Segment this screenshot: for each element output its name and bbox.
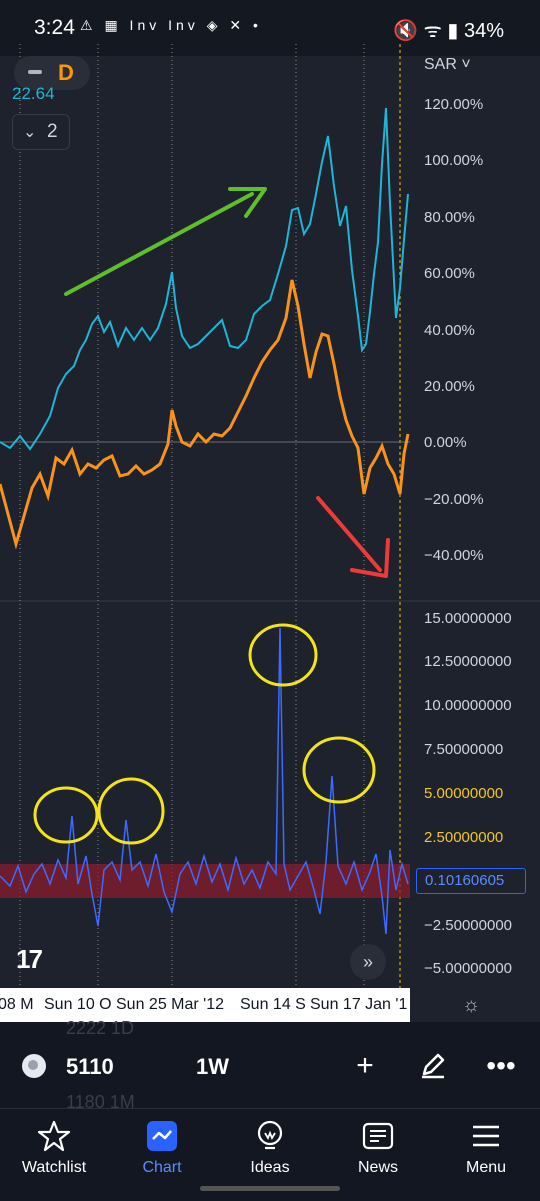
symbol-logo-icon xyxy=(22,1054,46,1078)
price-axis-label: −20.00% xyxy=(424,491,484,508)
osc-axis-label: 15.00000000 xyxy=(424,610,512,627)
chevron-down-icon: ˅ xyxy=(456,56,471,73)
tradingview-logo: 17 xyxy=(16,944,43,974)
status-bar: 3:24 ⚠ ▦ Inv Inv ◈ ✕ • 🔇 ᯤ ▮ 34% xyxy=(0,0,540,56)
legend-count: 2 xyxy=(47,121,58,142)
symbol-toolbar: 2222 1D 1180 1M 5110 1W + ••• xyxy=(0,1018,540,1112)
main-series-line xyxy=(0,107,409,451)
annotation-circles xyxy=(33,623,376,845)
scroll-ghost-top: 2222 1D xyxy=(66,1018,135,1038)
hamburger-icon xyxy=(473,1125,499,1147)
scroll-ghost-bottom: 1180 1M xyxy=(66,1092,135,1112)
status-time: 3:24 xyxy=(34,16,75,39)
time-scale[interactable]: 08 M Sun 10 O Sun 25 Mar '12 Sun 14 S Su… xyxy=(0,988,410,1022)
double-chevron-right-icon: » xyxy=(362,952,373,972)
osc-axis-label: 10.00000000 xyxy=(424,697,512,714)
nav-menu[interactable]: Menu xyxy=(432,1115,540,1195)
pane-separator xyxy=(0,600,540,602)
osc-axis-label: 7.50000000 xyxy=(424,741,504,758)
oscillator-line xyxy=(0,627,409,935)
currency-label: SAR xyxy=(424,56,457,73)
scroll-to-realtime-button[interactable]: » xyxy=(350,944,386,980)
nav-label: News xyxy=(357,1159,398,1176)
price-axis-label: 120.00% xyxy=(424,96,484,113)
notification-icons: ⚠ ▦ Inv Inv ◈ ✕ • xyxy=(80,17,262,33)
chart-icon xyxy=(147,1121,177,1151)
legend-collapse-button[interactable]: ⌄ 2 xyxy=(12,114,70,150)
chart-settings-gear-icon[interactable]: ☼ xyxy=(462,994,481,1016)
currency-selector[interactable]: SAR ˅ xyxy=(424,56,471,74)
time-label: Sun 10 O xyxy=(44,996,112,1013)
system-status: 🔇 ᯤ ▮ 34% xyxy=(393,20,504,42)
osc-axis-label: −5.00000000 xyxy=(424,960,513,977)
oscillator-value-badge: 0.10160605 xyxy=(416,868,526,894)
lightbulb-icon xyxy=(257,1120,283,1150)
minus-icon xyxy=(28,70,42,74)
osc-axis-label: 2.50000000 xyxy=(424,829,504,846)
time-gridlines xyxy=(19,44,365,988)
star-icon xyxy=(37,1120,71,1152)
price-axis-label: 80.00% xyxy=(424,209,475,226)
interval-selector[interactable]: 1W xyxy=(196,1054,229,1079)
price-axis-label: 60.00% xyxy=(424,265,475,282)
more-options-icon[interactable]: ••• xyxy=(486,1050,516,1081)
nav-ideas[interactable]: Ideas xyxy=(216,1115,324,1195)
osc-axis-label: 5.00000000 xyxy=(424,785,504,802)
pen-icon xyxy=(422,1053,445,1079)
oscillator-band xyxy=(0,864,410,898)
add-compare-plus-icon[interactable]: + xyxy=(356,1049,374,1082)
chevron-down-icon: ⌄ xyxy=(23,124,37,141)
compare-series-line xyxy=(0,279,410,550)
newspaper-icon xyxy=(362,1122,394,1150)
interval-letter: D xyxy=(58,60,74,85)
price-axis-label: 100.00% xyxy=(424,152,484,169)
chart-svg xyxy=(0,44,540,988)
chart-canvas[interactable]: D 22.64 ⌄ 2 SAR ˅ 120.00% 100.00% 80.00%… xyxy=(0,44,540,1024)
symbol-selector[interactable]: 5110 xyxy=(66,1054,114,1079)
legend-value: 22.64 xyxy=(12,84,55,103)
osc-axis-label: −2.50000000 xyxy=(424,917,513,934)
nav-label: Menu xyxy=(465,1159,507,1176)
time-label: Sun 14 S xyxy=(240,996,306,1013)
price-axis-label: −40.00% xyxy=(424,547,484,564)
time-label: Sun 25 Mar '12 xyxy=(116,996,225,1013)
oscillator-current-value: 0.10160605 xyxy=(425,872,505,889)
home-indicator[interactable] xyxy=(200,1186,340,1191)
nav-label: Watchlist xyxy=(21,1159,87,1176)
nav-label: Chart xyxy=(142,1159,182,1176)
down-arrow-annotation xyxy=(316,496,390,578)
osc-axis-label: 12.50000000 xyxy=(424,653,512,670)
price-axis-label: 0.00% xyxy=(424,434,467,451)
interval-toggle[interactable]: D xyxy=(14,56,90,90)
price-axis-label: 20.00% xyxy=(424,378,475,395)
up-arrow-annotation xyxy=(64,187,267,296)
nav-chart[interactable]: Chart xyxy=(108,1115,216,1195)
drawing-tools-pen-icon[interactable] xyxy=(416,1050,450,1084)
nav-watchlist[interactable]: Watchlist xyxy=(0,1115,108,1195)
nav-label: Ideas xyxy=(250,1159,290,1176)
bottom-navigation: Watchlist Chart Ideas News Menu xyxy=(0,1108,540,1201)
price-axis-label: 40.00% xyxy=(424,322,475,339)
time-label: 08 M xyxy=(0,996,34,1013)
nav-news[interactable]: News xyxy=(324,1115,432,1195)
time-label: Sun 17 Jan '1 xyxy=(310,996,408,1013)
